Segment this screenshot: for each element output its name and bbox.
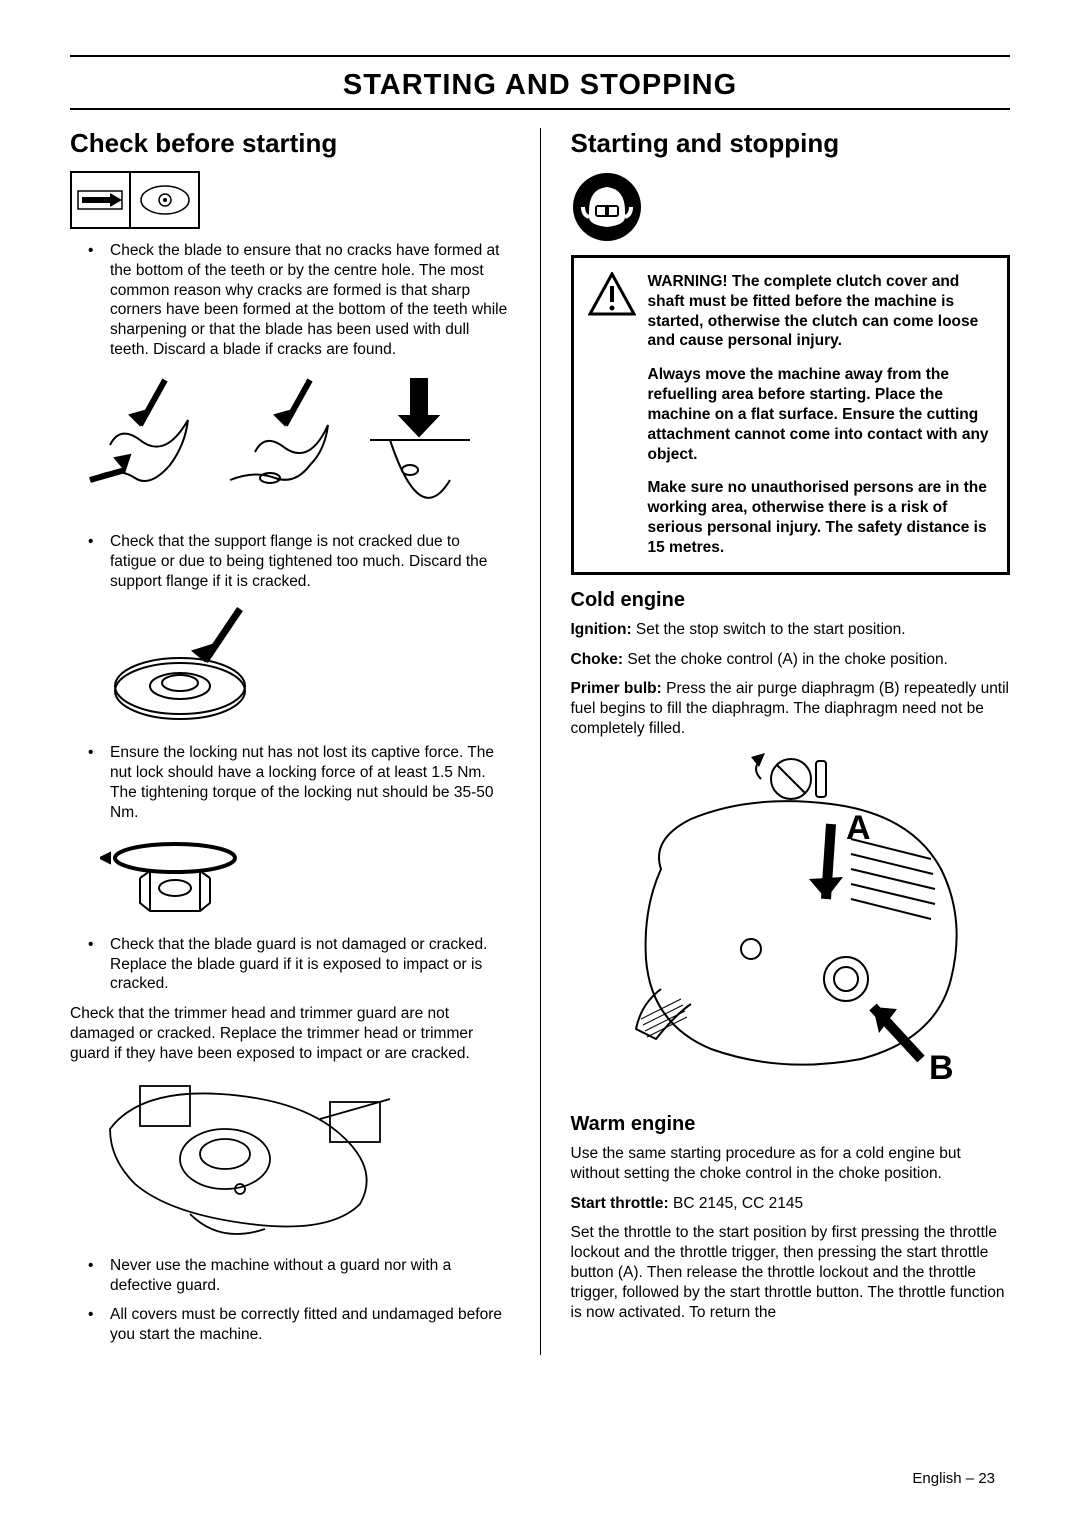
choke-text: Set the choke control (A) in the choke p… bbox=[623, 651, 948, 668]
start-stop-heading: Starting and stopping bbox=[571, 128, 1011, 159]
ignition-label: Ignition: bbox=[571, 621, 632, 638]
footer-page: 23 bbox=[978, 1470, 995, 1487]
bullet-list-4: Check that the blade guard is not damage… bbox=[70, 935, 510, 994]
trimmer-figure bbox=[70, 1074, 510, 1244]
ignition-text: Set the stop switch to the start positio… bbox=[632, 621, 906, 638]
start-throttle-text: BC 2145, CC 2145 bbox=[669, 1195, 803, 1212]
bullet-support-flange: Check that the support flange is not cra… bbox=[70, 532, 510, 591]
warning-text: WARNING! The complete clutch cover and s… bbox=[648, 272, 994, 558]
bullet-never-without-guard: Never use the machine without a guard no… bbox=[70, 1256, 510, 1296]
right-column: Starting and stopping bbox=[571, 128, 1011, 1355]
label-a: A bbox=[846, 809, 871, 847]
warning-p2: Always move the machine away from the re… bbox=[648, 365, 994, 464]
flange-figure bbox=[70, 601, 510, 731]
bullet-list-5: Never use the machine without a guard no… bbox=[70, 1256, 510, 1345]
bullet-blade-cracks: Check the blade to ensure that no cracks… bbox=[70, 241, 510, 360]
column-divider bbox=[540, 128, 541, 1355]
footer-lang: English bbox=[912, 1470, 961, 1487]
warm-para: Use the same starting procedure as for a… bbox=[571, 1144, 1011, 1184]
primer-label: Primer bulb: bbox=[571, 680, 662, 697]
start-para: Set the throttle to the start position b… bbox=[571, 1223, 1011, 1322]
bullet-list-2: Check that the support flange is not cra… bbox=[70, 532, 510, 591]
bullet-blade-guard: Check that the blade guard is not damage… bbox=[70, 935, 510, 994]
warning-p1: WARNING! The complete clutch cover and s… bbox=[648, 272, 994, 351]
main-columns: Check before starting Check the blade to… bbox=[70, 128, 1010, 1355]
warning-box: WARNING! The complete clutch cover and s… bbox=[571, 255, 1011, 575]
choke-label: Choke: bbox=[571, 651, 624, 668]
start-throttle-line: Start throttle: BC 2145, CC 2145 bbox=[571, 1194, 1011, 1214]
bullet-covers-fitted: All covers must be correctly fitted and … bbox=[70, 1305, 510, 1345]
bullet-list-1: Check the blade to ensure that no cracks… bbox=[70, 241, 510, 360]
top-rule bbox=[70, 55, 1010, 57]
warm-engine-heading: Warm engine bbox=[571, 1113, 1011, 1136]
cold-engine-heading: Cold engine bbox=[571, 589, 1011, 612]
warning-p3: Make sure no unauthorised persons are in… bbox=[648, 478, 994, 557]
manual-icon bbox=[70, 171, 510, 229]
primer-line: Primer bulb: Press the air purge diaphra… bbox=[571, 679, 1011, 738]
bullet-locking-nut: Ensure the locking nut has not lost its … bbox=[70, 743, 510, 822]
ignition-line: Ignition: Set the stop switch to the sta… bbox=[571, 620, 1011, 640]
blade-teeth-figure bbox=[70, 370, 510, 520]
choke-line: Choke: Set the choke control (A) in the … bbox=[571, 650, 1011, 670]
check-before-heading: Check before starting bbox=[70, 128, 510, 159]
page-footer: English – 23 bbox=[912, 1470, 995, 1487]
helmet-icon bbox=[571, 171, 1011, 243]
start-throttle-label: Start throttle: bbox=[571, 1195, 669, 1212]
footer-dash: – bbox=[962, 1470, 979, 1487]
engine-figure: A B bbox=[571, 749, 1011, 1099]
warning-triangle-icon bbox=[588, 272, 636, 558]
page-title: STARTING AND STOPPING bbox=[70, 65, 1010, 108]
left-column: Check before starting Check the blade to… bbox=[70, 128, 510, 1355]
trimmer-guard-para: Check that the trimmer head and trimmer … bbox=[70, 1004, 510, 1063]
label-b: B bbox=[929, 1049, 954, 1087]
bullet-list-3: Ensure the locking nut has not lost its … bbox=[70, 743, 510, 822]
bottom-rule bbox=[70, 108, 1010, 110]
nut-figure bbox=[70, 833, 510, 923]
